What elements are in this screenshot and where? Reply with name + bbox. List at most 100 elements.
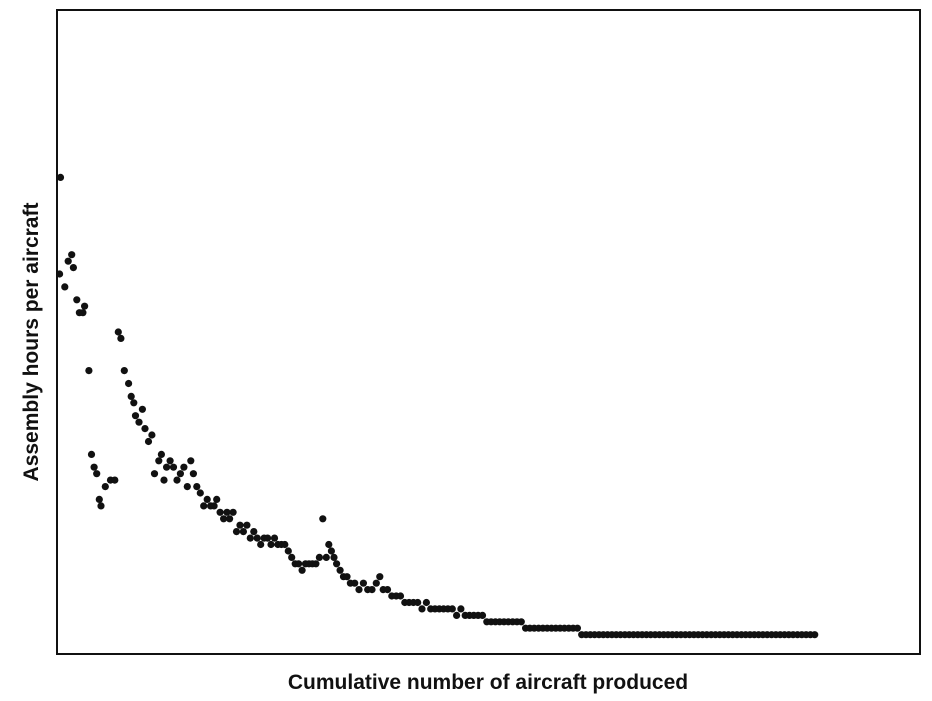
data-point	[216, 508, 224, 516]
data-point	[325, 540, 333, 549]
data-point	[322, 553, 330, 562]
data-point	[315, 553, 323, 562]
data-point	[187, 457, 195, 465]
data-point	[173, 476, 181, 484]
data-point	[383, 586, 392, 594]
data-point	[250, 528, 258, 536]
data-point	[117, 334, 125, 342]
data-point	[517, 618, 525, 626]
data-point	[333, 560, 341, 568]
data-point	[359, 579, 367, 587]
data-point	[203, 495, 211, 503]
data-point	[220, 515, 228, 523]
data-point	[189, 470, 197, 478]
data-point	[236, 521, 244, 529]
data-point	[95, 495, 103, 503]
data-point	[200, 502, 208, 510]
data-point	[61, 283, 69, 291]
data-point	[257, 540, 265, 549]
data-point	[229, 508, 237, 516]
data-point	[148, 431, 156, 439]
data-point	[453, 611, 461, 620]
data-point	[81, 302, 89, 310]
data-point	[131, 412, 140, 420]
data-point	[246, 534, 254, 542]
data-point	[376, 573, 384, 581]
data-point	[330, 553, 338, 562]
data-point	[68, 251, 76, 259]
data-point	[176, 470, 184, 478]
data-point	[90, 463, 98, 471]
data-point	[284, 547, 292, 555]
data-point	[226, 515, 234, 523]
data-point	[267, 540, 275, 549]
data-point	[327, 547, 335, 555]
data-point	[79, 309, 87, 317]
data-point	[114, 328, 122, 336]
data-point	[196, 489, 204, 497]
data-point	[157, 450, 165, 458]
data-point	[396, 592, 405, 600]
x-axis-label: Cumulative number of aircraft produced	[288, 671, 688, 694]
data-point	[355, 586, 363, 594]
data-point	[351, 579, 359, 587]
data-point	[73, 296, 81, 304]
data-point	[368, 586, 376, 594]
data-point	[210, 502, 218, 510]
data-point	[183, 483, 191, 491]
data-point	[144, 437, 153, 446]
data-point	[160, 476, 168, 484]
data-point	[264, 534, 272, 542]
data-point	[418, 605, 426, 613]
data-point	[243, 521, 251, 529]
data-point	[457, 605, 465, 613]
data-point	[166, 457, 174, 465]
data-point	[56, 270, 64, 278]
data-point	[127, 392, 135, 400]
data-point	[239, 528, 247, 536]
data-point	[193, 483, 201, 491]
data-point	[298, 566, 306, 574]
data-point	[232, 528, 241, 536]
data-point	[125, 379, 133, 388]
y-axis-label: Assembly hours per aircraft	[20, 203, 43, 482]
data-point	[135, 418, 143, 426]
data-point	[69, 264, 77, 272]
data-point	[288, 553, 296, 562]
data-point	[295, 560, 303, 568]
data-point	[336, 566, 344, 574]
data-point	[56, 173, 65, 181]
data-point	[319, 515, 327, 523]
data-point	[97, 502, 105, 510]
data-point	[85, 367, 93, 375]
data-point	[343, 573, 351, 581]
data-point	[93, 470, 101, 478]
plot-frame	[56, 9, 921, 655]
data-points	[56, 173, 819, 639]
data-point	[213, 495, 221, 503]
data-point	[312, 560, 320, 568]
data-point	[120, 367, 128, 375]
data-point	[138, 405, 146, 413]
data-point	[141, 425, 149, 433]
data-point	[372, 579, 380, 587]
data-point	[163, 463, 171, 471]
data-point	[448, 605, 456, 613]
data-point	[64, 257, 72, 265]
data-point	[478, 611, 487, 620]
data-point	[111, 476, 119, 484]
data-point	[101, 483, 109, 491]
data-point	[414, 598, 422, 607]
data-point	[573, 624, 582, 632]
data-point	[811, 631, 819, 639]
data-point	[180, 463, 188, 471]
data-point	[270, 534, 279, 542]
data-point	[87, 450, 96, 458]
data-point	[150, 470, 159, 478]
data-point	[223, 508, 231, 516]
data-point	[281, 540, 289, 549]
data-point	[422, 598, 430, 607]
data-point	[253, 534, 261, 542]
data-point	[155, 457, 163, 465]
